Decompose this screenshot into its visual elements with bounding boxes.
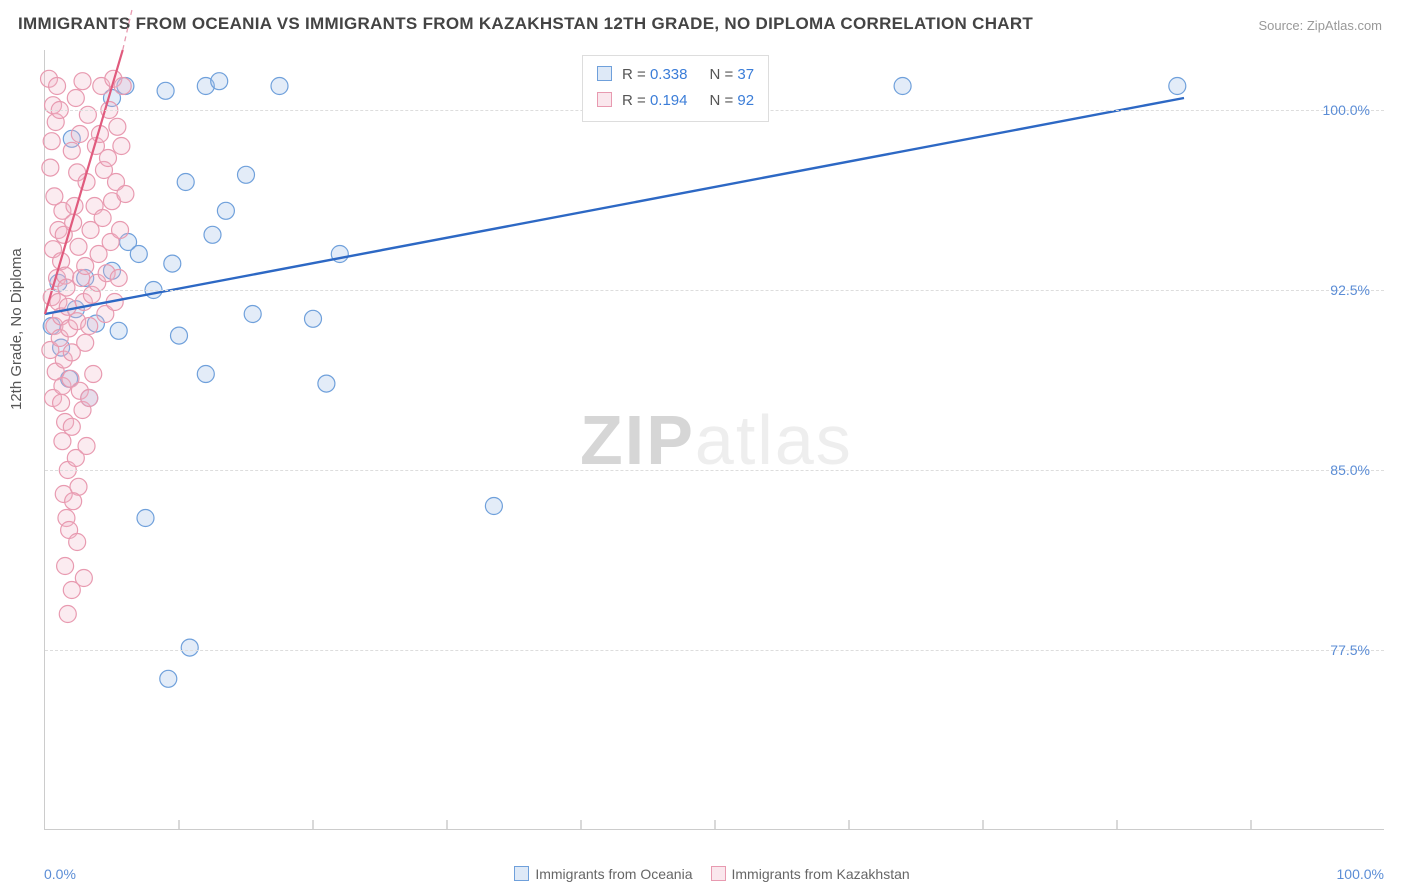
data-point-kazakhstan (67, 90, 84, 107)
data-point-oceania (160, 670, 177, 687)
data-point-kazakhstan (94, 210, 111, 227)
data-point-kazakhstan (113, 138, 130, 155)
stats-r-label: R = (622, 66, 646, 83)
y-axis-label: 12th Grade, No Diploma (8, 248, 25, 410)
data-point-kazakhstan (63, 142, 80, 159)
data-point-kazakhstan (77, 258, 94, 275)
data-point-oceania (164, 255, 181, 272)
trend-line-oceania (45, 98, 1184, 314)
data-point-kazakhstan (54, 433, 71, 450)
data-point-oceania (177, 174, 194, 191)
legend-label-oceania: Immigrants from Oceania (535, 866, 692, 882)
data-point-kazakhstan (59, 298, 76, 315)
stats-legend-box: R = 0.338 N = 37 R = 0.194 N = 92 (582, 55, 769, 122)
data-point-oceania (137, 510, 154, 527)
gridline-horizontal (45, 650, 1384, 651)
data-point-kazakhstan (110, 270, 127, 287)
stats-n-label: N = (709, 66, 733, 83)
y-tick-label: 92.5% (1330, 282, 1370, 298)
data-point-oceania (305, 310, 322, 327)
data-point-oceania (204, 226, 221, 243)
data-point-oceania (157, 82, 174, 99)
y-tick-label: 85.0% (1330, 462, 1370, 478)
data-point-oceania (217, 202, 234, 219)
data-point-oceania (238, 166, 255, 183)
y-tick-label: 100.0% (1323, 102, 1370, 118)
chart-title: IMMIGRANTS FROM OCEANIA VS IMMIGRANTS FR… (18, 14, 1033, 34)
data-point-kazakhstan (112, 222, 129, 239)
data-point-oceania (171, 327, 188, 344)
data-point-kazakhstan (59, 606, 76, 623)
data-point-kazakhstan (63, 582, 80, 599)
data-point-kazakhstan (63, 418, 80, 435)
data-point-kazakhstan (81, 318, 98, 335)
data-point-kazakhstan (85, 366, 102, 383)
data-point-kazakhstan (77, 334, 94, 351)
data-point-oceania (1169, 78, 1186, 95)
stats-n-value: 37 (737, 66, 754, 83)
data-point-kazakhstan (69, 534, 86, 551)
stats-r-value: 0.194 (650, 92, 688, 109)
swatch-oceania (597, 66, 612, 81)
data-point-kazakhstan (43, 133, 60, 150)
gridline-horizontal (45, 470, 1384, 471)
chart-plot-area: 77.5% 85.0% 92.5% 100.0% (44, 50, 1384, 830)
data-point-kazakhstan (65, 493, 82, 510)
data-point-kazakhstan (70, 238, 87, 255)
legend-bottom: Immigrants from Oceania Immigrants from K… (0, 866, 1406, 882)
data-point-kazakhstan (71, 126, 88, 143)
data-point-oceania (485, 498, 502, 515)
stats-row-kazakhstan: R = 0.194 N = 92 (597, 88, 754, 114)
data-point-oceania (130, 246, 147, 263)
source-credit: Source: ZipAtlas.com (1258, 18, 1382, 33)
legend-label-kazakhstan: Immigrants from Kazakhstan (732, 866, 910, 882)
gridline-horizontal (45, 290, 1384, 291)
data-point-kazakhstan (117, 186, 134, 203)
data-point-oceania (271, 78, 288, 95)
data-point-kazakhstan (58, 279, 75, 296)
data-point-kazakhstan (109, 118, 126, 135)
stats-row-oceania: R = 0.338 N = 37 (597, 62, 754, 88)
stats-r-value: 0.338 (650, 66, 688, 83)
data-point-kazakhstan (79, 106, 96, 123)
data-point-kazakhstan (114, 78, 131, 95)
stats-r-label: R = (622, 92, 646, 109)
data-point-oceania (110, 322, 127, 339)
legend-swatch-oceania (514, 866, 529, 881)
data-point-kazakhstan (53, 394, 70, 411)
data-point-kazakhstan (42, 159, 59, 176)
data-point-kazakhstan (57, 558, 74, 575)
data-point-kazakhstan (49, 78, 66, 95)
stats-n-value: 92 (737, 92, 754, 109)
legend-swatch-kazakhstan (711, 866, 726, 881)
y-tick-label: 77.5% (1330, 642, 1370, 658)
stats-n-label: N = (709, 92, 733, 109)
data-point-kazakhstan (81, 390, 98, 407)
data-point-oceania (318, 375, 335, 392)
data-point-oceania (244, 306, 261, 323)
data-point-kazakhstan (99, 150, 116, 167)
data-point-kazakhstan (78, 438, 95, 455)
data-point-oceania (894, 78, 911, 95)
data-point-kazakhstan (74, 73, 91, 90)
data-point-oceania (181, 639, 198, 656)
data-point-oceania (197, 366, 214, 383)
data-point-oceania (211, 73, 228, 90)
swatch-kazakhstan (597, 92, 612, 107)
scatter-plot-svg (45, 50, 1384, 829)
